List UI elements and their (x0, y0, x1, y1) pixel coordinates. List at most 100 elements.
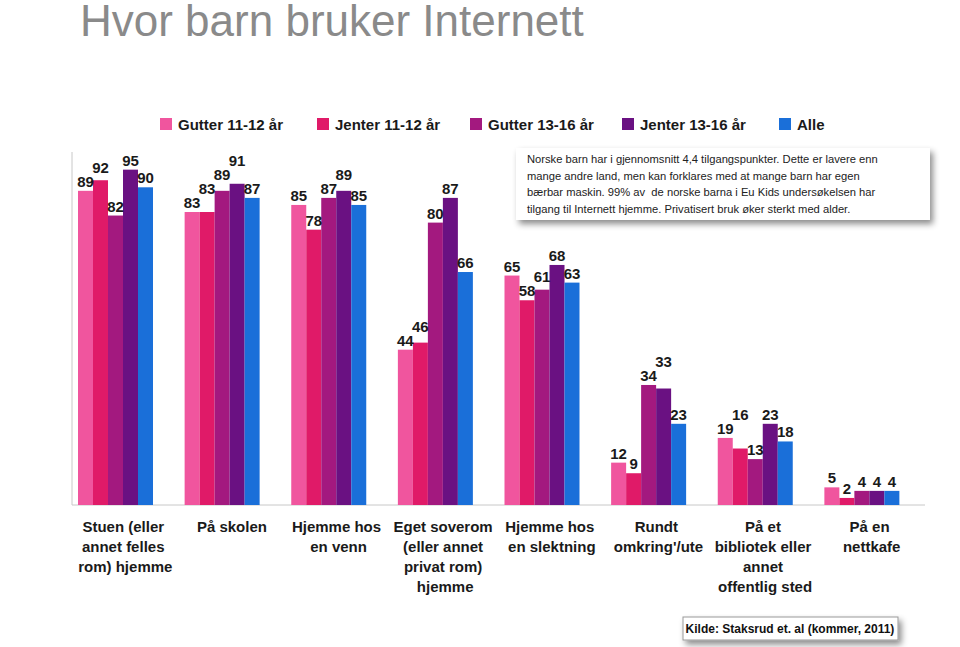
x-tick-label: Hjemme hos en slektning (505, 518, 598, 555)
bar (351, 205, 366, 505)
legend-swatch (470, 118, 482, 130)
bar (854, 491, 869, 505)
x-tick-label-line: rom) hjemme (78, 558, 172, 575)
data-label: 85 (290, 187, 307, 204)
annotation: Norske barn har i gjennomsnitt 4,4 tilga… (516, 148, 930, 220)
legend-swatch (317, 118, 329, 130)
data-label: 23 (670, 406, 687, 423)
x-tick-label-line: På et (745, 518, 785, 535)
data-label: 63 (564, 265, 581, 282)
data-label: 4 (873, 473, 882, 490)
x-tick-label-line: offentlig sted (718, 578, 812, 595)
data-label: 4 (858, 473, 867, 490)
data-label: 95 (122, 152, 139, 169)
x-tick-label-line: privat rom) (404, 558, 487, 575)
x-tick-label-line: Hjemme hos (292, 518, 385, 535)
data-label: 78 (305, 212, 322, 229)
x-tick-label-line: en slektning (508, 538, 596, 555)
legend-label: Gutter 11-12 år (178, 116, 283, 133)
bar (520, 300, 535, 505)
data-label: 82 (107, 198, 124, 215)
data-label: 2 (843, 480, 851, 497)
legend-label: Gutter 13-16 år (488, 116, 594, 133)
x-tick-label: På et bibliotek eller annet offentlig st… (715, 518, 816, 595)
data-label: 80 (427, 205, 444, 222)
x-tick-label-line: nettkafe (843, 538, 901, 555)
x-tick-label-line: Hjemme hos (505, 518, 598, 535)
x-tick-label-line: en venn (310, 538, 367, 555)
x-tick-label: På en nettkafe (843, 518, 901, 555)
bar (824, 487, 839, 505)
x-tick-label-line: Rundt (635, 518, 682, 535)
title: Hvor barn bruker Internett (80, 0, 584, 45)
chart: Hvor barn bruker Internett Gutter 11-12 å… (0, 0, 960, 647)
data-label: 85 (350, 187, 367, 204)
bar (215, 191, 230, 505)
bar (550, 265, 565, 505)
y-axis-line (72, 152, 73, 505)
data-label: 92 (92, 159, 109, 176)
data-labels: 8992829590838389918785788789854446808766… (77, 152, 897, 497)
x-tick-label-line: annet (743, 558, 787, 575)
bar (458, 272, 473, 505)
bar (778, 441, 793, 505)
x-tick-label: På skolen (197, 518, 267, 535)
data-label: 91 (229, 152, 246, 169)
bar (138, 187, 153, 505)
bar (291, 205, 306, 505)
x-tick-label-line: Eget soverom (394, 518, 497, 535)
bar (505, 276, 520, 505)
bar (884, 491, 899, 505)
bar (718, 438, 733, 505)
data-label: 9 (629, 455, 637, 472)
bar (565, 283, 580, 505)
x-tick-label: Stuen (eller annet felles rom) hjemme (78, 518, 172, 575)
bar (245, 198, 260, 505)
bar (185, 212, 200, 505)
x-tick-label-line: Stuen (eller (82, 518, 168, 535)
bar (869, 491, 884, 505)
bar (123, 170, 138, 505)
x-tick-label-line: På skolen (197, 518, 267, 535)
source-text: Kilde: Staksrud et. al (kommer, 2011) (686, 622, 895, 636)
bar (336, 191, 351, 505)
legend-swatch (160, 118, 172, 130)
bar (641, 385, 656, 505)
data-label: 16 (732, 406, 749, 423)
data-label: 61 (534, 268, 551, 285)
x-tick-label: Rundt omkring'/ute (614, 518, 703, 555)
data-label: 12 (610, 445, 627, 462)
annotation-line: tilgang til Internett hjemme. Privatiser… (527, 203, 850, 215)
data-label: 65 (504, 258, 521, 275)
annotation-line: bærbar maskin. 99% av de norske barna i … (527, 186, 876, 198)
x-tick-label: Hjemme hos en venn (292, 518, 385, 555)
x-tick-label-line: (eller annet (403, 538, 487, 555)
data-label: 87 (442, 180, 459, 197)
data-label: 5 (828, 469, 836, 486)
x-tick-label-line: omkring'/ute (614, 538, 703, 555)
x-tick-label-line: bibliotek eller (715, 538, 816, 555)
data-label: 90 (137, 169, 154, 186)
source-box (683, 617, 898, 640)
bar (428, 223, 443, 505)
annotation-line: Norske barn har i gjennomsnitt 4,4 tilga… (527, 153, 878, 165)
bar (78, 191, 93, 505)
bar (413, 343, 428, 505)
bar (306, 230, 321, 505)
bar (398, 350, 413, 505)
bar (108, 216, 123, 505)
bar (535, 290, 550, 505)
legend-label: Alle (797, 116, 825, 133)
legend-swatch (779, 118, 791, 130)
annotation-line: mange andre land, men kan forklares med … (527, 170, 860, 182)
x-tick-label: Eget soverom (eller annet privat rom) hj… (394, 518, 497, 595)
x-tick-label-line: På en (850, 518, 894, 535)
bar (763, 424, 778, 505)
bar (200, 212, 215, 505)
data-label: 13 (747, 441, 764, 458)
data-label: 87 (244, 180, 261, 197)
bar (626, 473, 641, 505)
x-axis-labels: Stuen (eller annet felles rom) hjemme På … (78, 518, 900, 595)
data-label: 46 (412, 318, 429, 335)
bar (611, 463, 626, 505)
